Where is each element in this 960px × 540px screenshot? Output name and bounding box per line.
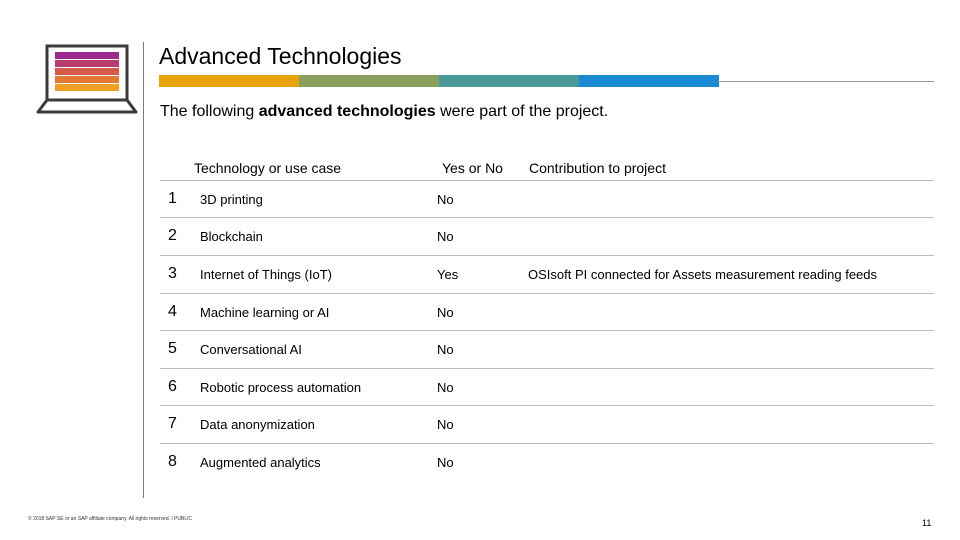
color-bar-segment — [439, 75, 579, 87]
color-bar-segment — [159, 75, 299, 87]
row-number: 3 — [168, 265, 177, 282]
row-technology: 3D printing — [200, 192, 263, 207]
column-header-contribution: Contribution to project — [529, 160, 666, 176]
row-technology: Robotic process automation — [200, 380, 362, 395]
row-yes-no: No — [437, 455, 454, 470]
row-technology: Internet of Things (IoT) — [200, 267, 332, 282]
footer-copyright: © 2018 SAP SE or an SAP affiliate compan… — [28, 516, 193, 522]
laptop-stripe — [55, 76, 119, 83]
row-technology: Augmented analytics — [200, 455, 321, 470]
row-number: 1 — [168, 190, 177, 207]
laptop-screen-stripes — [55, 52, 119, 91]
row-number: 7 — [168, 415, 177, 432]
column-header-yes-no: Yes or No — [442, 160, 503, 176]
row-technology: Data anonymization — [200, 417, 315, 432]
table-row: 1 3D printing No — [160, 180, 934, 218]
row-number: 8 — [168, 453, 177, 470]
page-number: 11 — [922, 518, 932, 528]
intro-suffix: were part of the project. — [435, 103, 609, 120]
table-row: 5 Conversational AI No — [160, 330, 934, 368]
table-row: 6 Robotic process automation No — [160, 368, 934, 406]
intro-bold: advanced technologies — [258, 103, 436, 120]
laptop-icon — [36, 44, 138, 118]
table-row: 3 Internet of Things (IoT) Yes OSIsoft P… — [160, 255, 934, 293]
row-yes-no: No — [437, 342, 454, 357]
row-yes-no: No — [437, 192, 454, 207]
row-yes-no: No — [437, 229, 454, 244]
intro-text: The following advanced technologies were… — [160, 102, 608, 122]
row-number: 4 — [168, 303, 177, 320]
table-row: 4 Machine learning or AI No — [160, 293, 934, 331]
row-yes-no: No — [437, 380, 454, 395]
laptop-stripe — [55, 84, 119, 91]
row-number: 2 — [168, 227, 177, 244]
laptop-stripe — [55, 52, 119, 59]
row-number: 6 — [168, 378, 177, 395]
row-yes-no: Yes — [437, 267, 459, 282]
page-title: Advanced Technologies — [159, 43, 402, 69]
color-bar-segment — [579, 75, 719, 87]
column-header-technology: Technology or use case — [194, 160, 342, 176]
table-row: 7 Data anonymization No — [160, 405, 934, 443]
row-yes-no: No — [437, 305, 454, 320]
title-color-bar — [159, 75, 719, 87]
row-yes-no: No — [437, 417, 454, 432]
laptop-stripe — [55, 60, 119, 67]
intro-prefix: The following — [160, 103, 259, 120]
row-technology: Conversational AI — [200, 342, 302, 357]
table-row: 8 Augmented analytics No — [160, 443, 934, 481]
color-bar-segment — [299, 75, 439, 87]
row-contribution: OSIsoft PI connected for Assets measurem… — [528, 267, 878, 282]
row-technology: Machine learning or AI — [200, 305, 330, 320]
title-rule — [718, 81, 934, 82]
row-number: 5 — [168, 340, 177, 357]
row-technology: Blockchain — [200, 229, 263, 244]
table-row: 2 Blockchain No — [160, 217, 934, 255]
laptop-stripe — [55, 68, 119, 75]
vertical-divider — [143, 42, 144, 498]
